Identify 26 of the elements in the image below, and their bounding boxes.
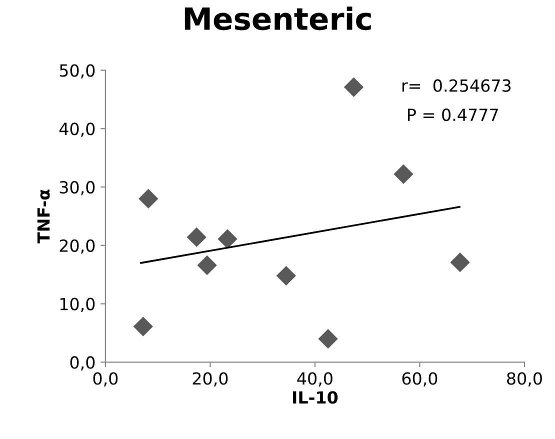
x-tick-label: 60,0: [402, 372, 438, 386]
y-tick-label: 10,0: [60, 298, 95, 312]
annotation: r= 0.254673: [402, 79, 511, 92]
y-tick-label: 40,0: [59, 122, 95, 137]
point: [450, 252, 470, 272]
y-tick-label: 0,0: [70, 356, 95, 370]
point: [187, 228, 206, 247]
point: [344, 78, 364, 97]
x-axis-title: IL-10: [293, 391, 338, 404]
point: [138, 189, 158, 208]
point: [198, 256, 217, 275]
x-tick-label: 40,0: [297, 372, 332, 386]
point: [318, 329, 338, 348]
annotation: P = 0.4777: [408, 108, 498, 122]
chart-title: Mesenteric: [184, 6, 371, 30]
y-tick-label: 50,0: [60, 64, 95, 79]
point: [134, 317, 153, 336]
x-tick-label: 80,0: [507, 372, 542, 386]
y-tick-label: 20,0: [60, 239, 95, 254]
y-tick-label: 30,0: [60, 180, 95, 196]
point: [218, 229, 238, 249]
point: [394, 164, 414, 184]
x-tick-label: 20,0: [192, 372, 228, 386]
point: [276, 266, 296, 286]
y-axis-title: TNF-α: [37, 190, 50, 244]
x-tick-label: 0,0: [93, 372, 118, 386]
